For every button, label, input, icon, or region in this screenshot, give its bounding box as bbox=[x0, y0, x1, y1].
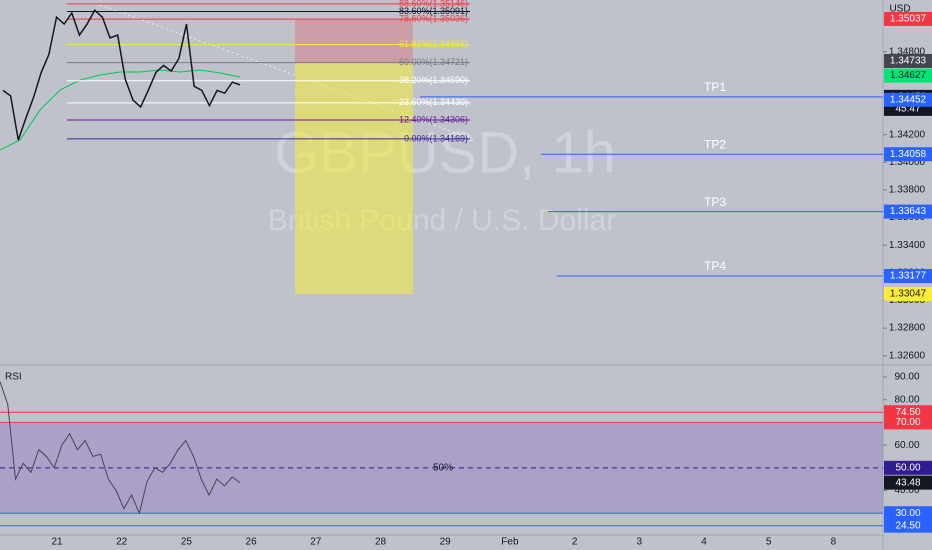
trend-line bbox=[99, 4, 471, 139]
rsi-tag-label: 74.50 bbox=[895, 407, 920, 418]
price-tag-label: 1.34452 bbox=[890, 94, 927, 105]
rsi-line bbox=[0, 381, 241, 515]
rsi-tick-label: 40.00 bbox=[894, 485, 919, 496]
fib-label: 12.40%(1.34306) bbox=[399, 114, 468, 124]
price-tag-label: 1.34058 bbox=[890, 149, 927, 160]
fib-label: 83.60%(1.35091) bbox=[399, 6, 468, 16]
price-tag-label: 1.34733 bbox=[890, 56, 927, 67]
rsi-tick-label: 60.00 bbox=[894, 440, 919, 451]
tp-label: TP4 bbox=[704, 259, 726, 273]
rsi-tag bbox=[884, 518, 932, 533]
rsi-tag-label: 43.48 bbox=[895, 477, 920, 488]
countdown: 45:47 bbox=[895, 104, 920, 115]
moving-average bbox=[0, 69, 241, 151]
price-line bbox=[2, 9, 241, 141]
rsi-tag bbox=[884, 506, 932, 521]
price-tick-label: 1.32800 bbox=[889, 323, 926, 334]
time-label: 4 bbox=[701, 537, 707, 548]
rsi-tag-label: 70.00 bbox=[895, 417, 920, 428]
price-tag-label: 1.35037 bbox=[890, 14, 927, 25]
price-tick-label: 1.34000 bbox=[889, 157, 926, 168]
time-label: 2 bbox=[572, 537, 578, 548]
fib-label: 50.00%(1.34721) bbox=[399, 57, 468, 67]
time-label: 28 bbox=[375, 537, 387, 548]
time-label: 8 bbox=[831, 537, 837, 548]
currency-label: USD bbox=[889, 4, 910, 15]
time-label: Feb bbox=[501, 537, 519, 548]
rsi-tag-label: 30.00 bbox=[895, 508, 920, 519]
price-tag bbox=[884, 11, 932, 26]
time-label: 22 bbox=[116, 537, 128, 548]
rsi-tag bbox=[884, 415, 932, 430]
price-tag-label: 1.33643 bbox=[890, 206, 927, 217]
price-tag bbox=[884, 68, 932, 83]
rsi-tick-label: 90.00 bbox=[894, 372, 919, 383]
price-tag bbox=[884, 204, 932, 219]
price-tag-label: 1.33177 bbox=[890, 271, 927, 282]
price-tag bbox=[884, 147, 932, 162]
fib-label: 78.60%(1.35036) bbox=[399, 13, 468, 23]
price-tick-label: 1.32600 bbox=[889, 350, 926, 361]
price-tag-label: 1.34627 bbox=[890, 70, 927, 81]
rsi-tag bbox=[884, 460, 932, 475]
rsi-tag-label: 50.00 bbox=[895, 462, 920, 473]
rsi-tag-label: 24.50 bbox=[895, 520, 920, 531]
time-label: 25 bbox=[181, 537, 193, 548]
fib-label: 23.60%(1.34430) bbox=[399, 97, 468, 107]
price-tick-label: 1.33400 bbox=[889, 240, 926, 251]
fib-label: 61.82%(1.34851) bbox=[399, 39, 468, 49]
price-tick-label: 1.34200 bbox=[889, 129, 926, 140]
fib-label: 0.00%(1.34169) bbox=[404, 133, 468, 143]
time-label: 29 bbox=[440, 537, 452, 548]
rsi-midline-label: 50% bbox=[433, 462, 453, 473]
tp-label: TP2 bbox=[704, 137, 726, 151]
time-label: 3 bbox=[637, 537, 643, 548]
stop-zone bbox=[295, 18, 413, 63]
time-label: 5 bbox=[766, 537, 772, 548]
fib-label: 88.60%(1.35146) bbox=[399, 0, 468, 8]
tp-label: TP1 bbox=[704, 80, 726, 94]
fib-label: 38.20%(1.34590) bbox=[399, 75, 468, 85]
time-label: 21 bbox=[51, 537, 63, 548]
rsi-title: RSI bbox=[5, 372, 22, 383]
tp-label: TP3 bbox=[704, 195, 726, 209]
price-tick-label: 1.33800 bbox=[889, 185, 926, 196]
price-tick-label: 1.34800 bbox=[889, 46, 926, 57]
target-zone bbox=[295, 62, 413, 294]
price-tag bbox=[884, 92, 932, 107]
time-label: 26 bbox=[246, 537, 258, 548]
price-tag bbox=[884, 53, 932, 68]
price-tag-label: 1.33047 bbox=[890, 289, 927, 300]
price-tag bbox=[884, 268, 932, 283]
time-label: 27 bbox=[310, 537, 322, 548]
rsi-tick-label: 80.00 bbox=[894, 394, 919, 405]
price-tag bbox=[884, 286, 932, 301]
rsi-tag bbox=[884, 475, 932, 490]
